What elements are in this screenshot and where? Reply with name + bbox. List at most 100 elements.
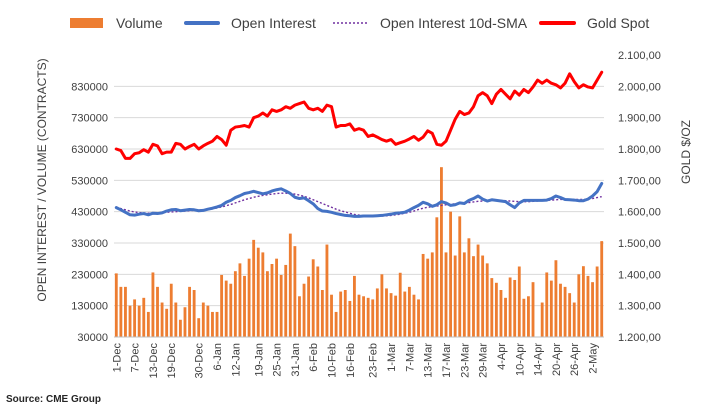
volume-bar (366, 297, 370, 337)
volume-bar (581, 266, 585, 337)
volume-bar (577, 274, 581, 337)
volume-bar (119, 286, 123, 337)
volume-bar (371, 299, 375, 337)
legend-label-gold-spot: Gold Spot (587, 15, 649, 31)
volume-bar (462, 252, 466, 337)
right-tick-label: 2.000,00 (618, 81, 661, 93)
volume-bar (453, 255, 457, 337)
volume-bar (192, 290, 196, 337)
legend-label-volume: Volume (116, 15, 163, 31)
x-tick-label: 16-Feb (345, 343, 357, 378)
volume-bar (293, 246, 297, 337)
volume-bar (508, 277, 512, 337)
volume-bar (325, 244, 329, 337)
x-tick-label: 30-Dec (194, 343, 206, 379)
volume-bar (595, 266, 599, 337)
volume-bar (490, 278, 494, 337)
volume-bar (275, 258, 278, 337)
left-tick-label: 130000 (71, 301, 108, 313)
series-lines (114, 70, 604, 218)
volume-bar (499, 290, 503, 337)
gold-spot-line (114, 70, 604, 160)
volume-bar (288, 233, 292, 337)
volume-bar (403, 291, 407, 337)
volume-bar (320, 290, 324, 337)
left-axis-title: OPEN INTEREST / VOLUME (CONTRACTS) (35, 58, 49, 301)
volume-bar (440, 167, 443, 337)
x-tick-label: 10-Apr (514, 343, 526, 376)
right-axis-title: GOLD $/OZ (679, 120, 693, 184)
volume-bar (146, 311, 150, 337)
volume-bar (385, 288, 388, 337)
x-tick-label: 23-Feb (368, 343, 380, 378)
volume-bar (220, 274, 224, 337)
x-tick-label: 6-Feb (308, 343, 320, 372)
volume-bar (504, 297, 507, 337)
volume-bar (554, 260, 558, 337)
volume-bar (247, 258, 251, 337)
volume-bar (563, 286, 567, 337)
x-tick-label: 26-Apr (569, 343, 581, 376)
left-tick-label: 630000 (71, 144, 108, 156)
volume-bar (156, 286, 159, 337)
volume-bar (160, 302, 164, 337)
volume-bar (591, 282, 594, 337)
volume-bar (270, 263, 274, 337)
right-tick-label: 1.200,00 (618, 332, 661, 344)
x-tick-label: 25-Jan (272, 343, 284, 377)
volume-bar (545, 272, 549, 337)
volume-bar (481, 255, 485, 337)
volume-bar (513, 279, 517, 337)
volume-bar (178, 319, 182, 337)
volume-bar (417, 299, 420, 337)
x-tick-label: 1-Mar (386, 343, 398, 372)
volume-bar (572, 302, 576, 337)
volume-bar (114, 273, 118, 337)
volume-bar (494, 282, 498, 337)
right-tick-label: 1.500,00 (618, 238, 661, 250)
right-tick-label: 1.300,00 (618, 301, 661, 313)
x-tick-label: 4-Apr (496, 343, 508, 370)
volume-bar (362, 296, 365, 337)
x-tick-label: 6-Jan (212, 343, 224, 371)
left-tick-label: 530000 (71, 175, 108, 187)
volume-bar (142, 297, 146, 337)
volume-bar (128, 305, 132, 337)
volume-bar (586, 275, 590, 337)
x-tick-label: 29-Mar (478, 343, 490, 378)
x-tick-label: 13-Dec (148, 343, 160, 379)
source-note: Source: CME Group (6, 394, 101, 405)
volume-bar (407, 286, 411, 337)
volume-bar (261, 252, 265, 337)
legend: Volume Open Interest Open Interest 10d-S… (70, 15, 649, 31)
right-tick-label: 2.100,00 (618, 50, 661, 62)
x-axis-ticks: 1-Dec 7-Dec 13-Dec 19-Dec 30-Dec 6-Jan 12-Jan 1… (111, 343, 599, 379)
volume-bar (169, 283, 173, 337)
open-interest-sma-line (116, 192, 602, 217)
volume-bar (215, 311, 219, 337)
volume-bar (527, 296, 530, 337)
volume-bar (449, 211, 453, 337)
volume-bar (568, 293, 572, 337)
volume-bar (298, 296, 301, 337)
x-tick-label: 13-Mar (423, 343, 435, 378)
volume-bar (334, 311, 338, 337)
volume-bar (389, 293, 393, 337)
volume-bar (467, 238, 471, 337)
volume-bar (357, 294, 361, 337)
volume-bar (600, 241, 604, 337)
x-tick-label: 31-Jan (290, 343, 302, 377)
volume-bar (197, 318, 201, 337)
volume-bar (380, 274, 384, 337)
left-axis-ticks: 830000 730000 630000 530000 430000 330000 2300… (71, 81, 108, 344)
left-tick-label: 430000 (71, 207, 108, 219)
volume-bar (398, 272, 402, 337)
volume-bar (430, 252, 434, 337)
volume-bar (284, 264, 288, 337)
right-axis-ticks: 2.100,00 2.000,00 1.900,00 1.800,00 1.700,00… (618, 50, 661, 344)
left-tick-label: 730000 (71, 113, 108, 125)
volume-bar (316, 266, 320, 337)
volume-bar (472, 256, 475, 337)
